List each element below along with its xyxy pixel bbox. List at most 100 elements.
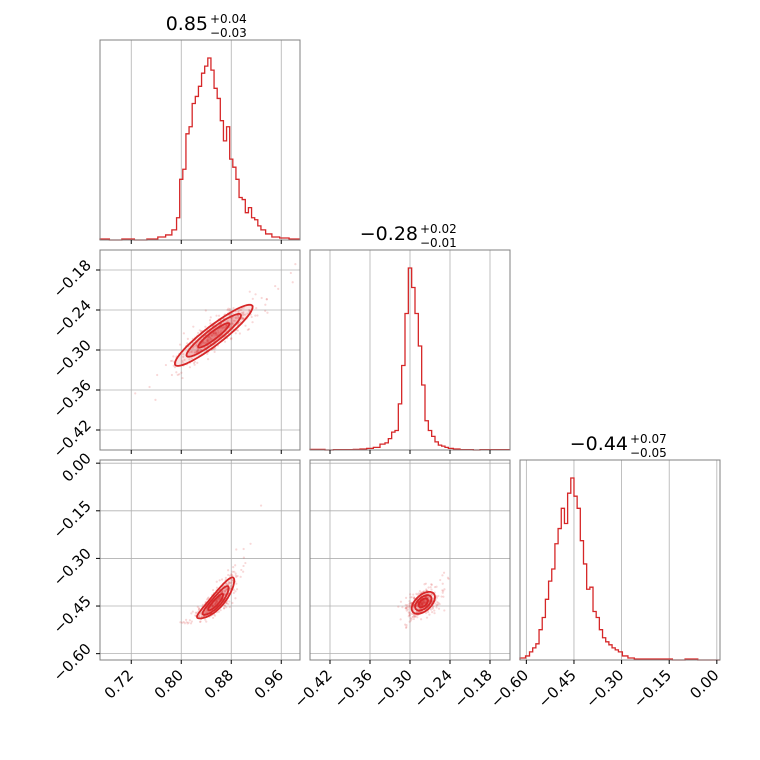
pair-0-point xyxy=(247,328,251,331)
pair-2-point xyxy=(436,601,439,604)
pair-0-point xyxy=(254,293,257,296)
pair-1-point xyxy=(223,593,226,596)
pair-2-xtick-label-2: −0.30 xyxy=(371,666,416,711)
pair-2-point xyxy=(409,617,412,620)
pair-2-xtick-label-0: −0.42 xyxy=(291,666,336,711)
pair-1-point xyxy=(230,573,233,577)
pair-1-point xyxy=(218,598,221,601)
pair-0-point xyxy=(231,323,234,326)
pair-0-point xyxy=(210,334,213,338)
pair-2-point xyxy=(441,591,444,594)
pair-0-point xyxy=(196,350,199,353)
title-1-value: −0.28 xyxy=(360,223,418,245)
pair-0-point xyxy=(215,314,218,317)
title-2: −0.44 +0.07−0.05 xyxy=(570,432,667,460)
pair-0-point xyxy=(170,373,174,377)
pair-2-point xyxy=(410,612,413,615)
pair-2-point xyxy=(441,589,444,592)
pair-0-point xyxy=(209,337,212,340)
pair-0-point xyxy=(255,307,258,310)
pair-2-point xyxy=(433,609,436,612)
pair-0-point xyxy=(246,328,249,331)
pair-0-point xyxy=(206,352,209,355)
pair-0-point xyxy=(251,321,254,324)
pair-0-point xyxy=(291,281,294,284)
pair-0-point xyxy=(248,308,251,312)
pair-0-point xyxy=(208,336,211,339)
pair-2-point xyxy=(408,612,411,615)
pair-0-point xyxy=(254,314,257,317)
pair-2-point xyxy=(412,615,415,618)
pair-1-point xyxy=(213,602,217,606)
pair-1-point xyxy=(223,607,226,610)
pair-1-point xyxy=(225,602,229,605)
pair-1-point xyxy=(218,597,221,600)
title-1-plus: +0.02 xyxy=(420,222,457,236)
pair-2-xtick-label-1: −0.36 xyxy=(331,666,376,711)
pair-0-point xyxy=(294,262,297,266)
pair-0-point xyxy=(209,337,212,340)
pair-1-point xyxy=(198,607,201,611)
pair-1-point xyxy=(214,602,218,605)
pair-1-point xyxy=(216,598,220,601)
pair-0-point xyxy=(238,332,241,335)
pair-2-point xyxy=(404,603,407,607)
pair-1-point xyxy=(194,614,197,617)
pair-2-point xyxy=(423,601,426,605)
pair-0-point xyxy=(242,313,245,316)
pair-0-point xyxy=(197,349,200,352)
pair-0-point xyxy=(192,361,196,365)
pair-2-point xyxy=(437,607,441,610)
pair-1-point xyxy=(179,621,182,624)
pair-2-point xyxy=(433,585,437,589)
pair-0-point xyxy=(208,339,211,342)
pair-2-point xyxy=(407,615,410,618)
pair-1-point xyxy=(212,605,215,608)
pair-2-point xyxy=(412,617,415,621)
pair-0-point xyxy=(227,307,230,310)
pair-2-point xyxy=(421,600,424,603)
pair-0-point xyxy=(230,338,233,341)
pair-2-point xyxy=(407,611,410,614)
hist-1-panel xyxy=(329,250,491,450)
pair-2-point xyxy=(408,602,411,606)
pair-1-point xyxy=(182,620,185,624)
hist-2-xtick-label-4: 0.00 xyxy=(686,666,722,702)
pair-0-point xyxy=(205,339,208,342)
pair-2-point xyxy=(418,589,421,593)
pair-1-point xyxy=(242,564,245,568)
pair-0-contour-0 xyxy=(173,303,254,367)
pair-1-point xyxy=(218,579,221,582)
pair-1-point xyxy=(232,588,235,591)
pair-0-point xyxy=(213,348,216,351)
pair-0-point xyxy=(265,298,268,301)
pair-1-ytick-label-1: −0.45 xyxy=(50,592,95,637)
pair-2-point xyxy=(414,615,418,618)
pair-2-point xyxy=(421,603,424,606)
pair-2-point xyxy=(408,613,411,617)
pair-2-point xyxy=(409,596,412,599)
pair-2-point xyxy=(416,604,419,607)
pair-0-point xyxy=(225,324,228,327)
pair-2-point xyxy=(440,595,443,598)
pair-2-point xyxy=(409,593,412,596)
pair-1-point xyxy=(187,621,190,624)
pair-1-point xyxy=(198,620,202,623)
pair-1-point xyxy=(227,569,230,572)
pair-0-point xyxy=(236,314,240,317)
pair-1-point xyxy=(181,621,184,624)
pair-2-point xyxy=(413,615,416,619)
pair-2-point xyxy=(443,609,446,612)
pair-0-point xyxy=(178,373,181,376)
pair-2-point xyxy=(411,615,414,619)
pair-0-point xyxy=(242,317,245,320)
pair-1-point xyxy=(189,622,193,625)
pair-0-point xyxy=(240,308,243,312)
pair-1-point xyxy=(195,611,198,614)
pair-0-point xyxy=(241,312,245,315)
pair-0-point xyxy=(186,337,189,340)
pair-2-point xyxy=(429,586,432,589)
pair-0-point xyxy=(164,363,168,367)
pair-2-point xyxy=(420,601,423,605)
pair-2-point xyxy=(435,606,438,609)
